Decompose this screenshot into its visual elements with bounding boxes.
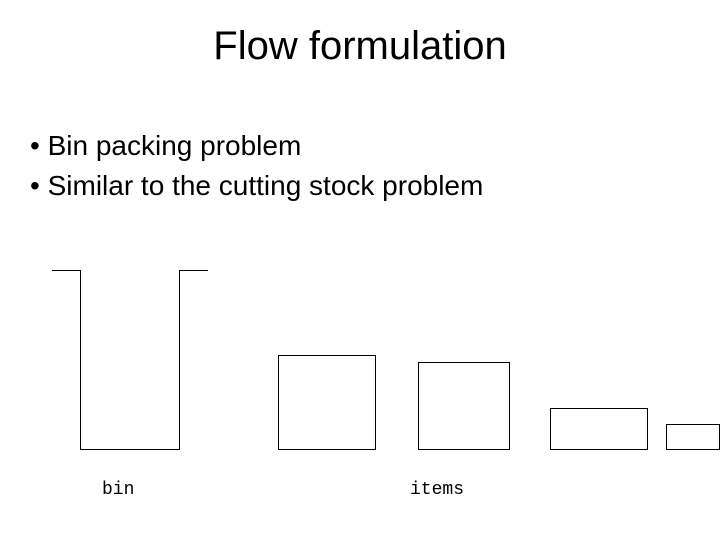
item-box	[278, 355, 376, 450]
items-label: items	[410, 480, 464, 500]
bullet-item: Similar to the cutting stock problem	[30, 168, 483, 204]
bullet-list: Bin packing problem Similar to the cutti…	[30, 128, 483, 209]
item-box	[550, 408, 648, 450]
bin-lip-left	[52, 270, 80, 271]
item-box	[418, 362, 510, 450]
slide-title: Flow formulation	[0, 24, 720, 69]
bin-label: bin	[102, 480, 134, 500]
bin-lip-right	[180, 270, 208, 271]
slide: Flow formulation Bin packing problem Sim…	[0, 0, 720, 540]
bullet-item: Bin packing problem	[30, 128, 483, 164]
bin-shape	[80, 270, 180, 450]
item-box	[666, 424, 720, 450]
